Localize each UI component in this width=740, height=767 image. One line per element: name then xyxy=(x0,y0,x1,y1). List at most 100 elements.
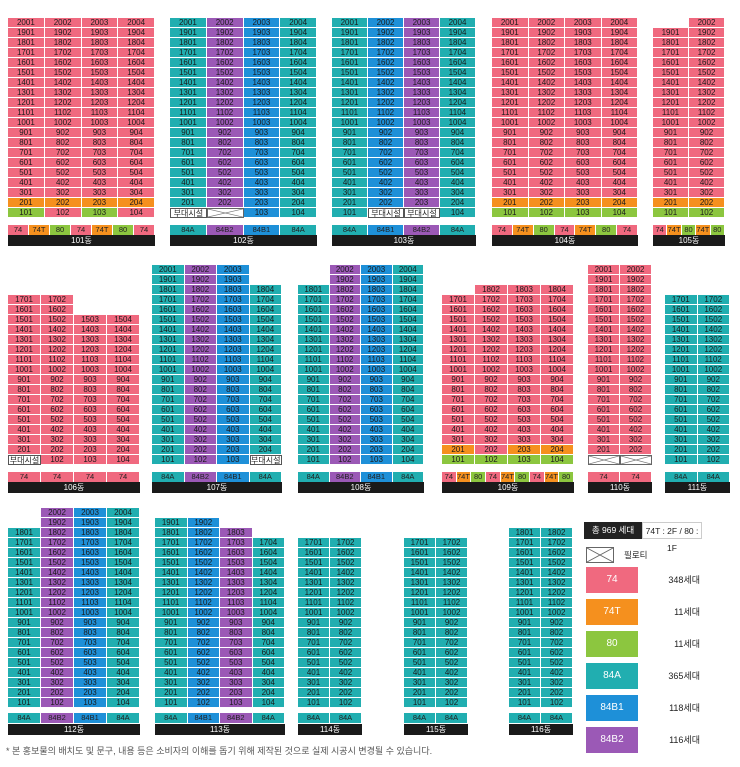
unit-cell: 1703 xyxy=(565,48,602,58)
unit-cell: 601 xyxy=(155,648,188,658)
unit-cell: 1502 xyxy=(330,558,362,568)
unit-cell: 903 xyxy=(361,375,393,385)
unit-cell: 1401 xyxy=(8,568,41,578)
unit-cell: 102 xyxy=(187,698,220,708)
unit-cell: 902 xyxy=(528,128,565,138)
unit-type-label: 80 xyxy=(559,472,574,482)
legend-item-84B2: 84B2 116세대 xyxy=(584,727,702,753)
unit-cell: 1701 xyxy=(155,538,188,548)
unit-cell: 1603 xyxy=(361,305,393,315)
unit-cell: 1302 xyxy=(541,578,573,588)
unit-cell: 1101 xyxy=(298,355,330,365)
unit-cell: 1404 xyxy=(392,325,424,335)
unit-cell: 1801 xyxy=(492,38,529,48)
unit-cell: 1304 xyxy=(107,578,140,588)
unit-cell: 1203 xyxy=(220,588,253,598)
unit-cell: 1204 xyxy=(541,345,574,355)
unit-cell: 1303 xyxy=(74,578,107,588)
unit-cell: 301 xyxy=(665,435,698,445)
unit-cell: 1102 xyxy=(184,355,217,365)
unit-cell: 604 xyxy=(541,405,574,415)
unit-cell: 1301 xyxy=(588,335,620,345)
unit-cell: 1902 xyxy=(184,275,217,285)
unit-cell: 504 xyxy=(440,168,476,178)
unit-cell: 402 xyxy=(184,425,217,435)
unit-cell: 702 xyxy=(44,148,82,158)
unit-cell: 1403 xyxy=(220,568,253,578)
unit-cell: 202 xyxy=(436,688,468,698)
unit-type-label: 84B1 xyxy=(243,225,281,235)
unit-cell: 901 xyxy=(492,128,529,138)
unit-cell: 1202 xyxy=(368,98,404,108)
unit-cell: 1503 xyxy=(217,315,250,325)
unit-cell: 101 xyxy=(332,208,368,218)
unit-cell: 102 xyxy=(41,698,74,708)
unit-cell: 1901 xyxy=(588,275,620,285)
unit-cell: 504 xyxy=(541,415,574,425)
unit-cell: 1204 xyxy=(107,345,140,355)
unit-cell: 402 xyxy=(689,178,725,188)
unit-cell: 1002 xyxy=(475,365,508,375)
unit-cell: 1604 xyxy=(601,58,638,68)
unit-cell: 502 xyxy=(368,168,404,178)
unit-cell: 401 xyxy=(404,668,436,678)
unit-cell: 1001 xyxy=(155,608,188,618)
unit-cell: 503 xyxy=(81,168,119,178)
unit-cell: 601 xyxy=(653,158,689,168)
unit-cell: 1501 xyxy=(332,68,368,78)
unit-cell: 601 xyxy=(442,405,475,415)
unit-cell: 1401 xyxy=(152,325,185,335)
unit-cell: 1601 xyxy=(404,548,436,558)
unit-cell: 1101 xyxy=(152,355,185,365)
legend-total: 총 969 세대 74T : 2F / 80 : 1F xyxy=(584,522,702,553)
unit-cell: 1602 xyxy=(44,58,82,68)
unit-cell: 203 xyxy=(508,445,541,455)
unit-cell: 1604 xyxy=(107,548,140,558)
unit-cell: 101 xyxy=(298,455,330,465)
unit-cell: 201 xyxy=(8,445,41,455)
unit-cell: 502 xyxy=(187,658,220,668)
unit-cell: 1001 xyxy=(509,608,541,618)
unit-cell: 902 xyxy=(184,375,217,385)
unit-cell: 1103 xyxy=(508,355,541,365)
piloti-icon xyxy=(586,547,614,563)
legend-swatch: 84A xyxy=(586,663,638,689)
unit-cell: 901 xyxy=(8,618,41,628)
unit-cell: 1902 xyxy=(44,28,82,38)
unit-cell: 602 xyxy=(475,405,508,415)
unit-cell: 1704 xyxy=(252,538,285,548)
unit-cell: 803 xyxy=(74,628,107,638)
unit-cell: 1402 xyxy=(368,78,404,88)
building-name: 108동 xyxy=(298,482,424,493)
legend-count: 116세대 xyxy=(669,735,700,745)
unit-cell: 1301 xyxy=(298,578,330,588)
unit-cell: 1104 xyxy=(541,355,574,365)
unit-cell: 503 xyxy=(243,168,281,178)
unit-cell: 1101 xyxy=(492,108,529,118)
unit-cell: 702 xyxy=(620,395,652,405)
legend-piloti-label: 필로티 xyxy=(624,550,648,560)
unit-type-label: 74 xyxy=(442,472,457,482)
unit-cell: 1004 xyxy=(392,365,424,375)
unit-cell: 1304 xyxy=(392,335,424,345)
unit-cell: 2002 xyxy=(41,508,74,518)
unit-cell: 201 xyxy=(588,445,620,455)
unit-cell: 1604 xyxy=(118,58,155,68)
unit-cell: 1401 xyxy=(653,78,689,88)
unit-cell: 301 xyxy=(492,188,529,198)
unit-cell: 1102 xyxy=(330,598,362,608)
unit-cell: 1503 xyxy=(404,68,440,78)
unit-cell: 301 xyxy=(442,435,475,445)
unit-cell: 201 xyxy=(155,688,188,698)
unit-cell: 1902 xyxy=(329,275,361,285)
unit-cell: 902 xyxy=(436,618,468,628)
unit-cell: 803 xyxy=(217,385,250,395)
unit-cell: 304 xyxy=(107,678,140,688)
unit-cell: 1604 xyxy=(392,305,424,315)
unit-cell: 1101 xyxy=(8,355,41,365)
unit-type-label: 74 xyxy=(530,472,545,482)
unit-cell: 201 xyxy=(152,445,185,455)
unit-cell: 1001 xyxy=(665,365,698,375)
unit-cell: 1502 xyxy=(368,68,404,78)
unit-cell: 401 xyxy=(665,425,698,435)
